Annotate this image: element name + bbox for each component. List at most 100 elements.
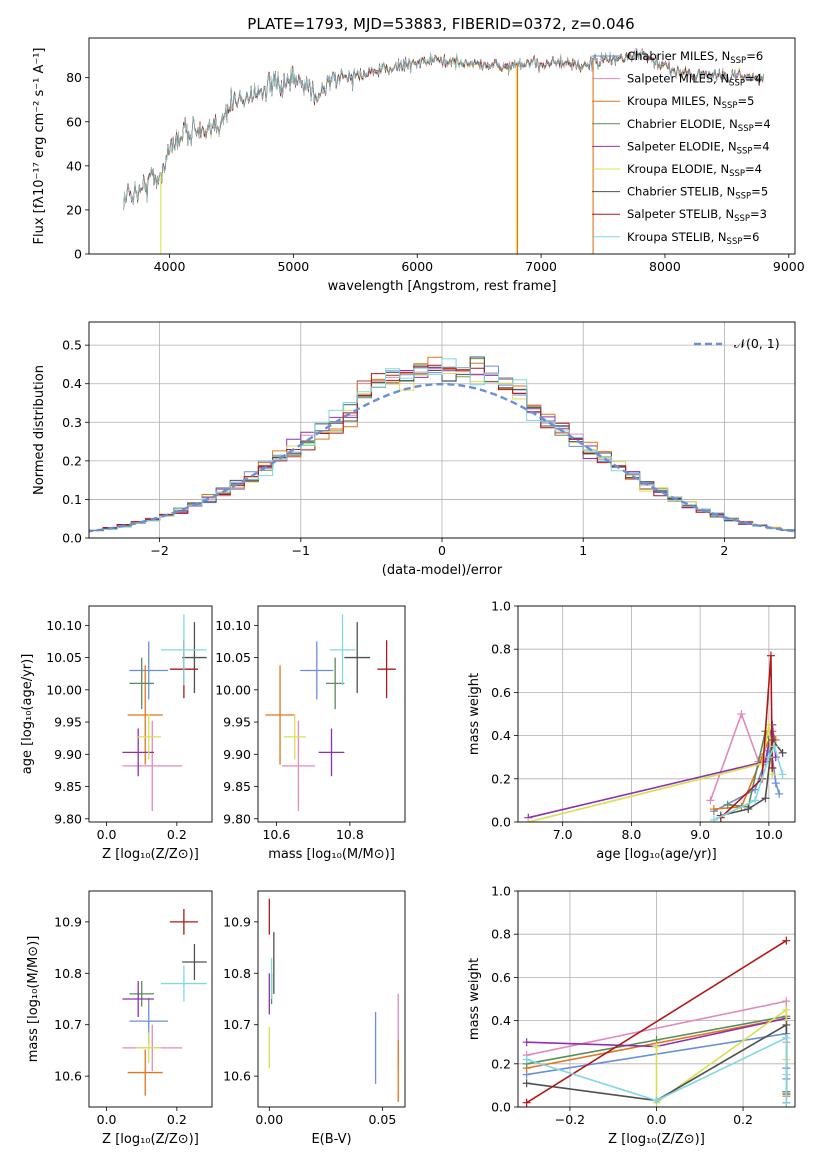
legend-n-subscript: SSP: [730, 56, 746, 66]
x-axis-label: Z [log₁₀(Z/Z⊙)]: [608, 1132, 705, 1147]
y-tick-label: 10.9: [223, 914, 251, 929]
y-tick-label: 0: [74, 247, 82, 262]
y-tick-label: 0.4: [62, 376, 82, 391]
x-tick-label: −1: [292, 543, 310, 558]
legend-equals: =: [745, 72, 755, 86]
legend-equals: =: [742, 230, 752, 244]
x-tick-label: 4000: [154, 259, 186, 274]
x-tick-label: 0.0: [647, 1112, 667, 1127]
y-tick-label: 0.6: [491, 970, 511, 985]
legend-nssp-value: 6: [756, 49, 763, 63]
y-tick-label: 9.90: [223, 747, 251, 762]
mass-vs-ebv-panel: 0.00 0.05 10.6 10.7 10.8 10.9 E(B-V): [223, 890, 406, 1147]
legend-nssp-value: 4: [763, 117, 770, 131]
legend-nssp-value: 4: [755, 162, 762, 176]
legend-nssp-value: 5: [747, 94, 754, 108]
legend-n-subscript: SSP: [734, 214, 750, 224]
weight-marker: [764, 753, 773, 762]
weight-line: [528, 724, 777, 819]
y-tick-label: 10.10: [46, 618, 82, 633]
x-axis-label: E(B-V): [311, 1132, 351, 1147]
x-tick-label: 0.2: [167, 827, 187, 842]
weight-marker: [524, 818, 533, 822]
weight-marker: [771, 779, 780, 788]
legend-series-name: Chabrier MILES: [627, 49, 714, 63]
y-tick-label: 0.0: [491, 815, 511, 830]
legend-series-name: Kroupa MILES: [627, 94, 706, 108]
weight-marker: [768, 764, 777, 772]
y-axis-label: mass weight: [467, 958, 482, 1040]
weight-marker: [770, 742, 779, 751]
legend-equals: =: [751, 185, 761, 199]
y-axis-label: Flux [fλ10⁻¹⁷ erg cm⁻² s⁻¹ A⁻¹]: [32, 48, 47, 245]
weight-marker: [771, 753, 780, 762]
y-tick-label: 0.2: [491, 1056, 511, 1071]
weight-marker: [782, 1020, 791, 1029]
histogram-step: [89, 358, 795, 533]
gaussian-curve: [89, 382, 795, 533]
plot-area: [522, 936, 791, 1107]
y-tick-label: 40: [66, 158, 82, 173]
plot-area: [265, 614, 396, 812]
y-tick-label: 80: [66, 70, 82, 85]
weight-vs-age-panel: 7.0 8.0 9.0 10.0 0.0 0.2 0.4 0.6 0.8 1.0 age [log₁…: [467, 599, 796, 862]
weight-marker: [778, 748, 787, 757]
y-tick-label: 10.8: [223, 966, 251, 981]
x-tick-label: 2: [720, 543, 728, 558]
y-tick-label: 0.8: [491, 927, 511, 942]
figure-title: PLATE=1793, MJD=53883, FIBERID=0372, z=0…: [247, 15, 634, 33]
legend-equals: =: [753, 139, 763, 153]
weight-marker: [652, 1096, 661, 1105]
y-tick-label: 9.95: [223, 715, 251, 730]
x-tick-label: 0.2: [167, 1112, 187, 1127]
weight-marker: [751, 796, 760, 805]
legend-nssp-value: 3: [760, 207, 767, 221]
weight-marker: [522, 1098, 531, 1107]
spectrum-panel: 4000 5000 6000 7000 8000 9000 0 20 40 60 80 wavelen…: [32, 37, 805, 294]
weight-line: [720, 655, 774, 819]
legend-series-name: Salpeter MILES: [627, 72, 713, 86]
legend-label: 𝒩(0, 1): [734, 336, 780, 351]
y-axis-label: mass [log₁₀(M/M⊙)]: [26, 936, 41, 1063]
y-tick-label: 0.3: [62, 415, 82, 430]
weight-marker: [652, 1042, 661, 1051]
weight-marker: [782, 936, 791, 945]
x-tick-label: 0.2: [733, 1112, 753, 1127]
weight-marker: [706, 796, 715, 805]
y-tick-label: 9.90: [54, 747, 82, 762]
y-tick-label: 0.4: [491, 728, 511, 743]
x-tick-label: 6000: [401, 259, 433, 274]
y-tick-label: 1.0: [491, 599, 511, 614]
weight-marker: [761, 794, 770, 803]
y-tick-label: 10.9: [54, 914, 82, 929]
weight-marker: [522, 1055, 531, 1064]
legend-series-name: Salpeter ELODIE: [627, 139, 721, 153]
x-tick-label: 8000: [649, 259, 681, 274]
mass-vs-metallicity-panel: 0.0 0.2 10.6 10.7 10.8 10.9 Z [log₁₀(Z/Z⊙)] mas…: [26, 890, 213, 1147]
legend-series-name: Chabrier ELODIE: [627, 117, 722, 131]
y-tick-label: 10.05: [215, 650, 251, 665]
x-tick-label: 10.8: [336, 827, 364, 842]
x-tick-label: 9000: [773, 259, 805, 274]
x-tick-label: −0.2: [555, 1112, 585, 1127]
x-axis-label: age [log₁₀(age/yr)]: [596, 847, 717, 862]
legend-n-subscript: SSP: [729, 79, 745, 89]
y-axis-label: Normed distribution: [32, 365, 47, 495]
legend-n-symbol: , N: [722, 117, 738, 131]
x-axis-label: mass [log₁₀(M/M⊙)]: [268, 847, 395, 862]
weight-marker: [782, 1033, 791, 1042]
legend-n-subscript: SSP: [727, 237, 743, 247]
x-tick-label: 8.0: [621, 827, 641, 842]
y-tick-label: 0.0: [491, 1100, 511, 1115]
weight-marker: [758, 759, 767, 768]
legend-equals: =: [750, 207, 760, 221]
y-tick-label: 9.85: [223, 779, 251, 794]
plot-area: [123, 47, 764, 254]
legend-n-symbol: , N: [721, 139, 737, 153]
y-tick-label: 0.2: [62, 453, 82, 468]
y-tick-label: 10.00: [46, 682, 82, 697]
x-tick-label: 0.05: [368, 1112, 396, 1127]
legend-n-symbol: , N: [719, 185, 735, 199]
